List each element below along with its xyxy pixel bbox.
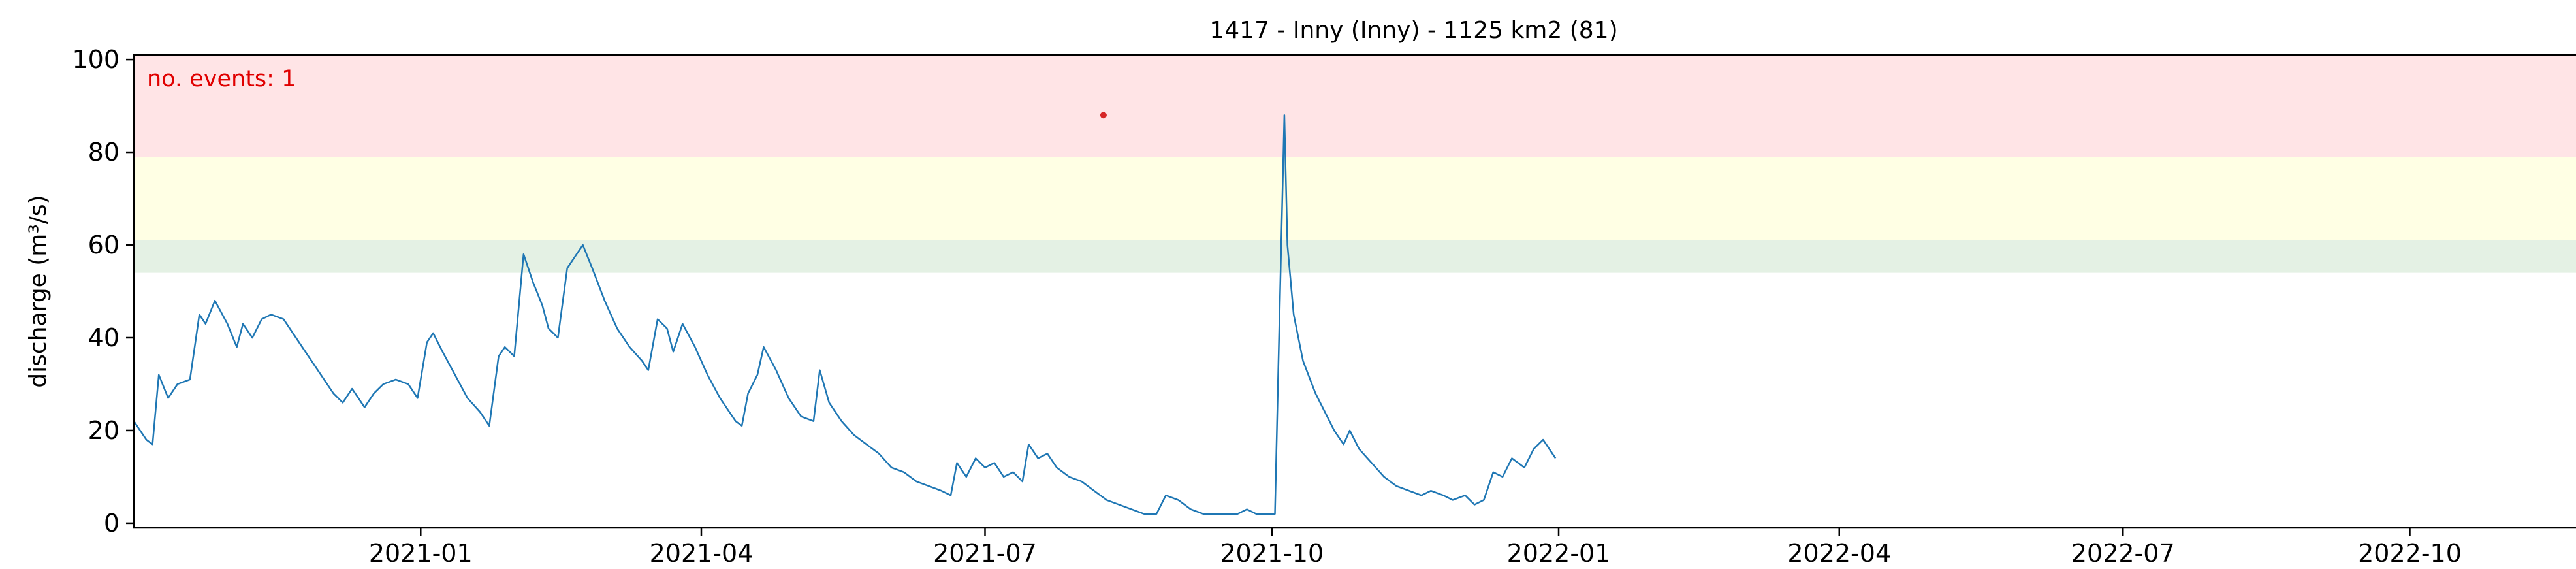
x-tick-label: 2021-07 — [933, 539, 1037, 568]
y-tick-label: 60 — [88, 231, 119, 259]
y-tick-label: 100 — [72, 45, 119, 74]
y-tick-label: 40 — [88, 323, 119, 352]
x-tick-label: 2021-04 — [650, 539, 754, 568]
y-axis-ticks: 0 20 40 60 80 100 — [72, 45, 134, 538]
chart-title: 1417 - Inny (Inny) - 1125 km2 (81) — [1209, 17, 1617, 44]
x-axis-ticks: 2021-01 2021-04 2021-07 2021-10 2022-01 2022-… — [369, 528, 2462, 568]
x-tick-label: 2021-01 — [369, 539, 473, 568]
discharge-series-line — [134, 114, 1557, 515]
events-annotation: no. events: 1 — [147, 66, 296, 92]
threshold-band-1 — [134, 157, 2576, 240]
event-markers — [1100, 112, 1107, 119]
discharge-line-group — [134, 114, 1557, 515]
y-axis-label: discharge (m³/s) — [25, 195, 52, 387]
x-tick-label: 2022-07 — [2071, 539, 2175, 568]
y-tick-label: 20 — [88, 416, 119, 445]
x-tick-label: 2022-01 — [1507, 539, 1611, 568]
threshold-band-0 — [134, 240, 2576, 273]
y-tick-label: 0 — [104, 509, 119, 538]
x-tick-label: 2022-10 — [2358, 539, 2462, 568]
event-marker — [1100, 112, 1107, 119]
y-tick-label: 80 — [88, 138, 119, 167]
threshold-band-2 — [134, 55, 2576, 157]
x-tick-label: 2021-10 — [1220, 539, 1324, 568]
axes-frame — [133, 54, 2576, 529]
threshold-bands — [134, 55, 2576, 273]
x-tick-label: 2022-04 — [1787, 539, 1891, 568]
